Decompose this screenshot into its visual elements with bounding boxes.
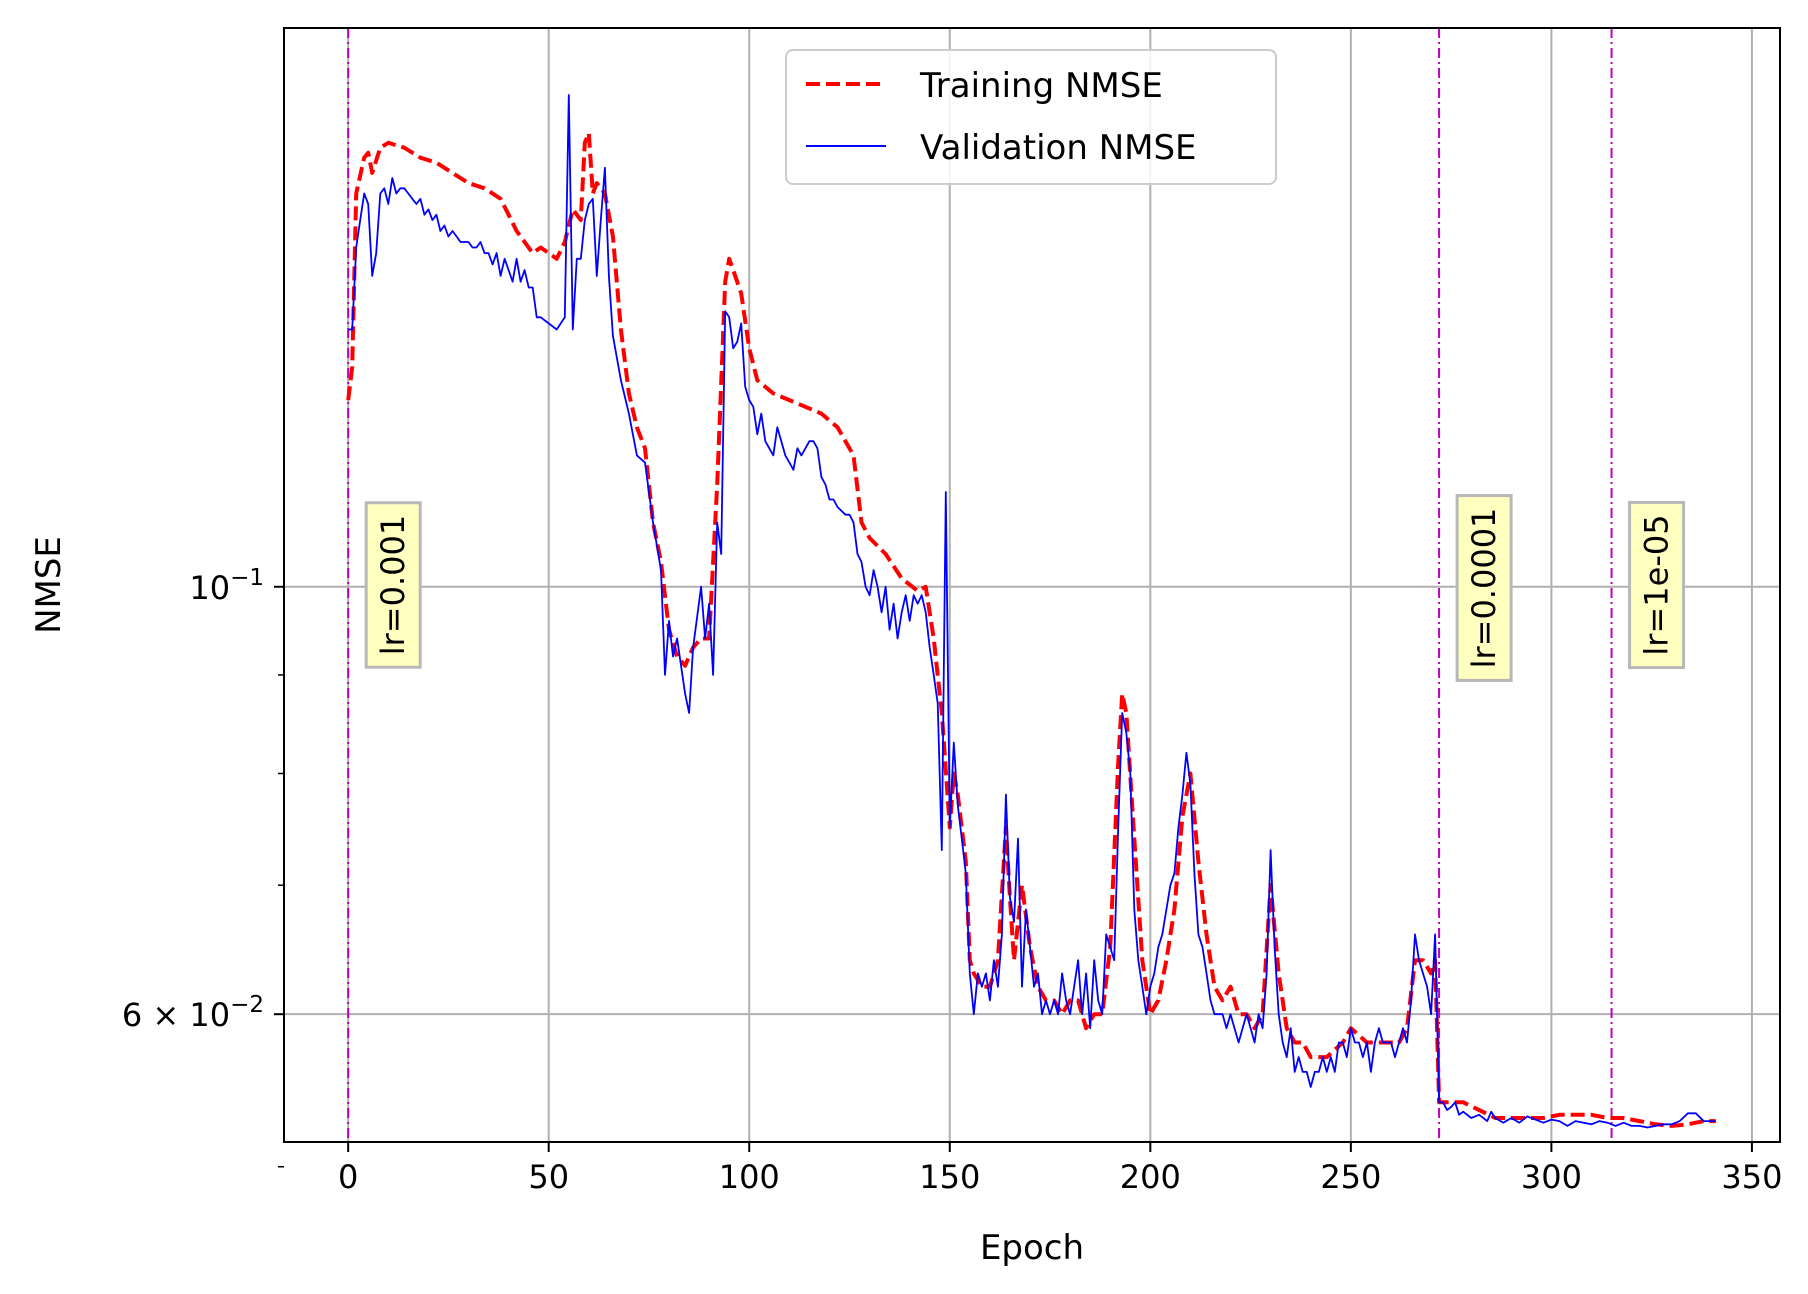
- lr-marker-lines: [347, 28, 1613, 1142]
- legend-box: [785, 49, 1277, 185]
- x-tick-label: 250: [1320, 1158, 1381, 1196]
- y-tick-label: 10−1: [189, 565, 264, 607]
- lr-annotation: lr=0.0001: [1455, 494, 1513, 682]
- x-axis-ticks: 0 50 100 150 200 250 300 350: [338, 1142, 1782, 1196]
- lr-annotation-box: [1628, 500, 1686, 670]
- lr-annotation-text: lr=1e-05: [1638, 514, 1676, 655]
- y-axis-label: NMSE: [29, 536, 69, 634]
- legend-label-validation: Validation NMSE: [920, 128, 1197, 168]
- lr-annotations: lr=0.001 lr=0.0001 lr=1e-05: [364, 494, 1686, 682]
- lr-annotation-text: lr=0.0001: [1465, 508, 1503, 669]
- y-axis-ticks: 10−1 6 × 10−2: [122, 565, 284, 1168]
- x-tick-label: 200: [1120, 1158, 1181, 1196]
- lr-annotation-box: [364, 501, 422, 669]
- x-tick-label: 100: [719, 1158, 780, 1196]
- grid: [284, 28, 1780, 1142]
- x-axis-label: Epoch: [980, 1228, 1084, 1268]
- x-tick-label: 300: [1521, 1158, 1582, 1196]
- lr-annotation-box: [1455, 494, 1513, 682]
- x-tick-label: 350: [1721, 1158, 1782, 1196]
- plot-frame: [283, 27, 1781, 1143]
- x-tick-label: 50: [528, 1158, 569, 1196]
- validation-nmse-line: [348, 94, 1716, 1129]
- lr-annotation: lr=1e-05: [1628, 500, 1686, 670]
- y-tick-label: 6 × 10−2: [122, 992, 264, 1034]
- x-tick-label: 0: [338, 1158, 358, 1196]
- legend-label-training: Training NMSE: [919, 66, 1163, 106]
- lr-annotation: lr=0.001: [364, 501, 422, 669]
- series-lines: [346, 94, 1716, 1129]
- x-tick-label: 150: [919, 1158, 980, 1196]
- lr-annotation-text: lr=0.001: [374, 515, 412, 655]
- legend: Training NMSE Validation NMSE: [785, 49, 1277, 185]
